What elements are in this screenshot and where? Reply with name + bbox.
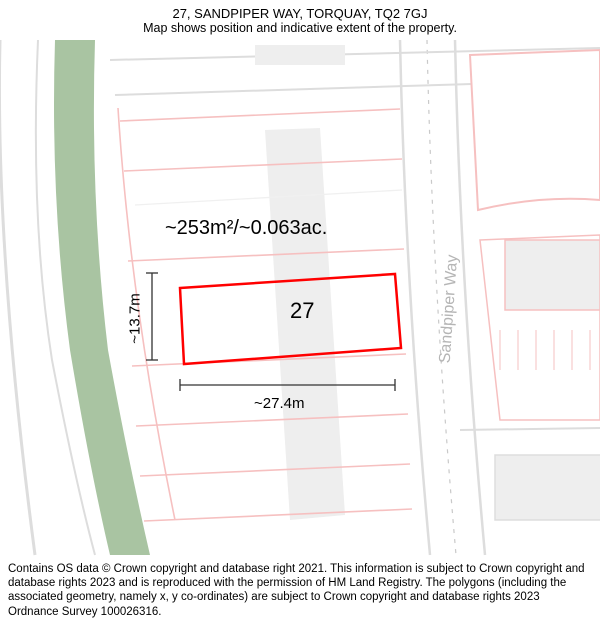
header: 27, SANDPIPER WAY, TORQUAY, TQ2 7GJ Map … (0, 0, 600, 37)
area-label: ~253m²/~0.063ac. (165, 217, 327, 240)
page-title: 27, SANDPIPER WAY, TORQUAY, TQ2 7GJ (10, 6, 590, 21)
map-canvas: ~253m²/~0.063ac. 27 ~13.7m ~27.4m Sandpi… (0, 0, 600, 625)
width-dimension-label: ~27.4m (254, 395, 304, 412)
copyright-footer: Contains OS data © Crown copyright and d… (0, 558, 600, 625)
page-subtitle: Map shows position and indicative extent… (10, 21, 590, 35)
plot-number: 27 (290, 298, 314, 324)
height-dimension-label: ~13.7m (127, 293, 144, 343)
